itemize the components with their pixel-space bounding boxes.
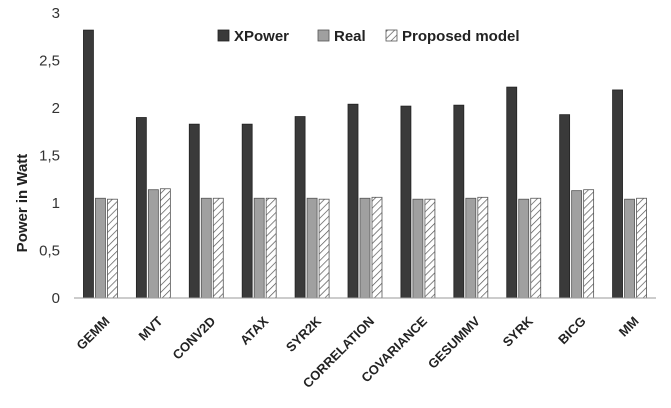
bar-series-group [83,29,647,299]
y-tick-label: 2 [52,100,60,117]
bar-real-mm [624,198,635,299]
y-axis-ticks: 0 0,5 1 1,5 2 2,5 3 [39,5,60,307]
bar-xpower-mvt [135,117,147,299]
bar-real-atax [253,197,265,299]
y-tick-label: 1 [52,195,60,212]
bar-proposed-model-covariance [424,198,436,299]
bar-proposed-model-bicg [583,189,595,299]
y-tick-label: 0,5 [39,243,60,260]
x-tick-label: SYR2K [283,313,325,355]
x-tick-label: BICG [555,314,589,348]
legend-label-real: Real [334,28,366,45]
x-tick-label: CONV2D [169,314,218,363]
x-tick-label: GESUMMV [425,313,483,371]
bar-xpower-syrk [506,86,518,299]
bar-proposed-model-correlation [371,196,383,299]
x-axis-category-labels: GEMM MVT CONV2D ATAX SYR2KCORRELATIONCOVARIA… [73,313,641,391]
bar-proposed-model-conv2d [212,197,224,299]
x-tick-label: SYRK [500,313,537,350]
bar-real-correlation [359,197,371,299]
bar-proposed-model-gemm [107,198,118,299]
legend-swatch-real [317,29,330,42]
bar-proposed-model-gesummv [477,196,489,299]
bar-real-syr2k [306,197,318,299]
legend-label-proposed-model: Proposed model [402,28,520,45]
bar-xpower-gesummv [453,104,465,299]
x-tick-label: MVT [135,313,165,343]
y-tick-label: 0 [52,290,60,307]
bar-xpower-syr2k [294,116,306,299]
x-tick-label: GEMM [73,314,112,353]
bar-real-covariance [412,198,424,299]
series-real [95,189,635,299]
bar-real-syrk [518,198,530,299]
legend-swatch-xpower [217,29,230,42]
bar-real-mvt [147,189,159,299]
bar-xpower-gemm [83,29,94,299]
legend-label-xpower: XPower [234,28,289,45]
bar-xpower-bicg [559,114,571,299]
bar-xpower-conv2d [188,123,200,299]
bar-xpower-atax [241,123,253,299]
bar-real-gemm [95,197,106,299]
y-tick-label: 1,5 [39,148,60,165]
x-tick-label: MM [616,314,642,340]
bar-proposed-model-syrk [530,197,542,299]
bar-real-gesummv [465,197,477,299]
legend: XPower Real Proposed model [217,28,520,45]
bar-xpower-mm [612,89,623,299]
y-tick-label: 2,5 [39,53,60,70]
y-axis-label: Power in Watt [14,154,31,253]
bar-proposed-model-mm [636,197,647,299]
series-proposed-model [107,188,647,299]
bar-proposed-model-atax [265,197,277,299]
bar-proposed-model-syr2k [318,198,330,299]
bar-real-conv2d [200,197,212,299]
bar-xpower-covariance [400,105,412,299]
bar-real-bicg [571,190,583,299]
x-tick-label: ATAX [237,313,271,347]
series-xpower [83,29,623,299]
bar-proposed-model-mvt [159,188,171,299]
bar-xpower-correlation [347,103,359,299]
legend-swatch-proposed-model [385,29,398,42]
y-tick-label: 3 [52,5,60,22]
